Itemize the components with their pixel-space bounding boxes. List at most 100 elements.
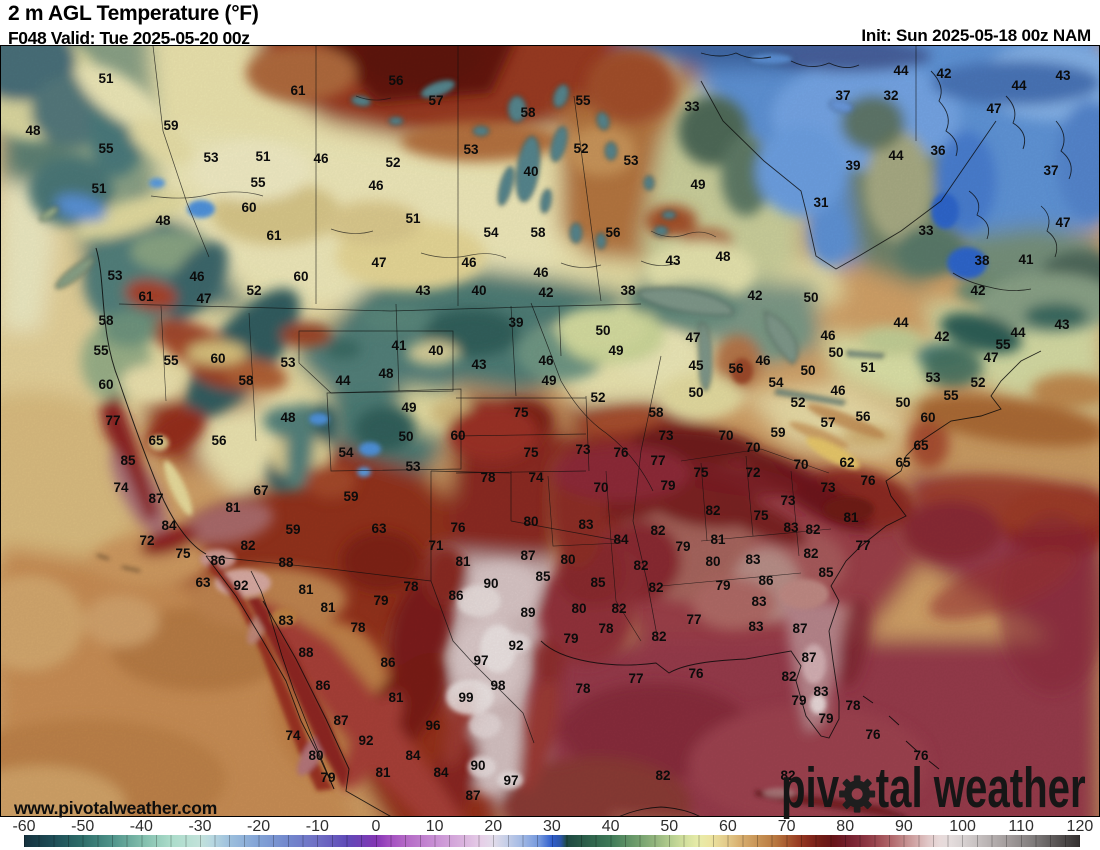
svg-text:58: 58 bbox=[530, 225, 546, 240]
svg-text:32: 32 bbox=[883, 88, 898, 103]
svg-text:47: 47 bbox=[1055, 215, 1070, 230]
svg-text:82: 82 bbox=[655, 768, 670, 783]
svg-text:56: 56 bbox=[211, 433, 227, 448]
svg-text:78: 78 bbox=[480, 470, 496, 485]
svg-text:79: 79 bbox=[791, 693, 806, 708]
svg-text:43: 43 bbox=[1054, 317, 1070, 332]
svg-text:75: 75 bbox=[175, 546, 191, 561]
svg-text:46: 46 bbox=[461, 255, 477, 270]
svg-text:82: 82 bbox=[633, 558, 648, 573]
svg-text:79: 79 bbox=[660, 478, 675, 493]
svg-text:59: 59 bbox=[285, 522, 300, 537]
svg-text:77: 77 bbox=[105, 413, 120, 428]
svg-text:55: 55 bbox=[995, 337, 1011, 352]
svg-text:84: 84 bbox=[161, 518, 177, 533]
svg-text:62: 62 bbox=[839, 455, 854, 470]
svg-text:56: 56 bbox=[855, 409, 871, 424]
svg-text:82: 82 bbox=[651, 629, 666, 644]
svg-text:75: 75 bbox=[523, 445, 539, 460]
svg-text:76: 76 bbox=[688, 666, 704, 681]
svg-text:60: 60 bbox=[293, 269, 308, 284]
svg-text:65: 65 bbox=[913, 438, 929, 453]
svg-text:61: 61 bbox=[138, 289, 154, 304]
svg-text:46: 46 bbox=[820, 328, 836, 343]
svg-text:53: 53 bbox=[463, 142, 479, 157]
svg-text:51: 51 bbox=[255, 149, 271, 164]
svg-text:79: 79 bbox=[715, 578, 730, 593]
svg-text:88: 88 bbox=[298, 645, 314, 660]
svg-text:44: 44 bbox=[893, 63, 909, 78]
svg-text:82: 82 bbox=[611, 601, 626, 616]
svg-text:46: 46 bbox=[533, 265, 549, 280]
svg-text:81: 81 bbox=[455, 554, 471, 569]
svg-text:43: 43 bbox=[415, 283, 431, 298]
svg-text:37: 37 bbox=[1043, 163, 1058, 178]
svg-text:58: 58 bbox=[238, 373, 254, 388]
svg-text:87: 87 bbox=[148, 491, 163, 506]
svg-text:48: 48 bbox=[25, 123, 41, 138]
svg-text:48: 48 bbox=[715, 249, 731, 264]
svg-text:92: 92 bbox=[358, 733, 373, 748]
svg-text:61: 61 bbox=[266, 228, 282, 243]
svg-text:55: 55 bbox=[93, 343, 109, 358]
svg-text:53: 53 bbox=[925, 370, 941, 385]
svg-text:72: 72 bbox=[745, 465, 760, 480]
svg-text:72: 72 bbox=[139, 533, 154, 548]
svg-text:50: 50 bbox=[595, 323, 610, 338]
svg-text:87: 87 bbox=[792, 621, 807, 636]
svg-text:98: 98 bbox=[490, 678, 506, 693]
svg-text:73: 73 bbox=[658, 428, 674, 443]
svg-text:41: 41 bbox=[391, 338, 407, 353]
svg-text:54: 54 bbox=[768, 375, 784, 390]
svg-text:54: 54 bbox=[483, 225, 499, 240]
svg-text:79: 79 bbox=[320, 770, 335, 785]
svg-text:56: 56 bbox=[728, 361, 744, 376]
svg-text:96: 96 bbox=[425, 718, 441, 733]
svg-text:50: 50 bbox=[688, 385, 703, 400]
svg-text:38: 38 bbox=[974, 253, 990, 268]
svg-text:75: 75 bbox=[513, 405, 529, 420]
svg-text:79: 79 bbox=[373, 593, 388, 608]
svg-text:59: 59 bbox=[343, 489, 358, 504]
svg-text:76: 76 bbox=[450, 520, 466, 535]
svg-text:53: 53 bbox=[623, 153, 639, 168]
svg-text:50: 50 bbox=[828, 345, 843, 360]
svg-text:46: 46 bbox=[313, 151, 329, 166]
svg-text:83: 83 bbox=[745, 552, 761, 567]
svg-text:77: 77 bbox=[855, 538, 870, 553]
svg-text:31: 31 bbox=[813, 195, 829, 210]
svg-text:92: 92 bbox=[508, 638, 523, 653]
svg-text:83: 83 bbox=[813, 684, 829, 699]
svg-text:80: 80 bbox=[560, 552, 575, 567]
svg-text:55: 55 bbox=[250, 175, 266, 190]
svg-text:70: 70 bbox=[793, 457, 808, 472]
svg-text:74: 74 bbox=[113, 480, 129, 495]
svg-text:46: 46 bbox=[189, 269, 205, 284]
svg-text:83: 83 bbox=[751, 594, 767, 609]
svg-text:43: 43 bbox=[1055, 68, 1071, 83]
svg-text:49: 49 bbox=[608, 343, 623, 358]
svg-text:80: 80 bbox=[705, 554, 720, 569]
svg-text:73: 73 bbox=[780, 493, 796, 508]
svg-text:63: 63 bbox=[371, 521, 387, 536]
svg-text:43: 43 bbox=[665, 253, 681, 268]
svg-text:78: 78 bbox=[575, 681, 591, 696]
svg-text:48: 48 bbox=[378, 366, 394, 381]
svg-text:44: 44 bbox=[1010, 325, 1026, 340]
svg-text:47: 47 bbox=[371, 255, 386, 270]
svg-text:74: 74 bbox=[285, 728, 301, 743]
svg-text:52: 52 bbox=[790, 395, 805, 410]
svg-text:47: 47 bbox=[196, 291, 211, 306]
svg-text:50: 50 bbox=[803, 290, 818, 305]
svg-text:80: 80 bbox=[523, 514, 538, 529]
svg-text:73: 73 bbox=[820, 480, 836, 495]
svg-text:60: 60 bbox=[450, 428, 465, 443]
svg-text:97: 97 bbox=[473, 653, 488, 668]
svg-text:89: 89 bbox=[520, 605, 535, 620]
svg-text:86: 86 bbox=[380, 655, 396, 670]
svg-text:86: 86 bbox=[315, 678, 331, 693]
svg-text:70: 70 bbox=[718, 428, 733, 443]
svg-text:55: 55 bbox=[943, 388, 959, 403]
svg-text:82: 82 bbox=[648, 580, 663, 595]
svg-text:65: 65 bbox=[895, 455, 911, 470]
